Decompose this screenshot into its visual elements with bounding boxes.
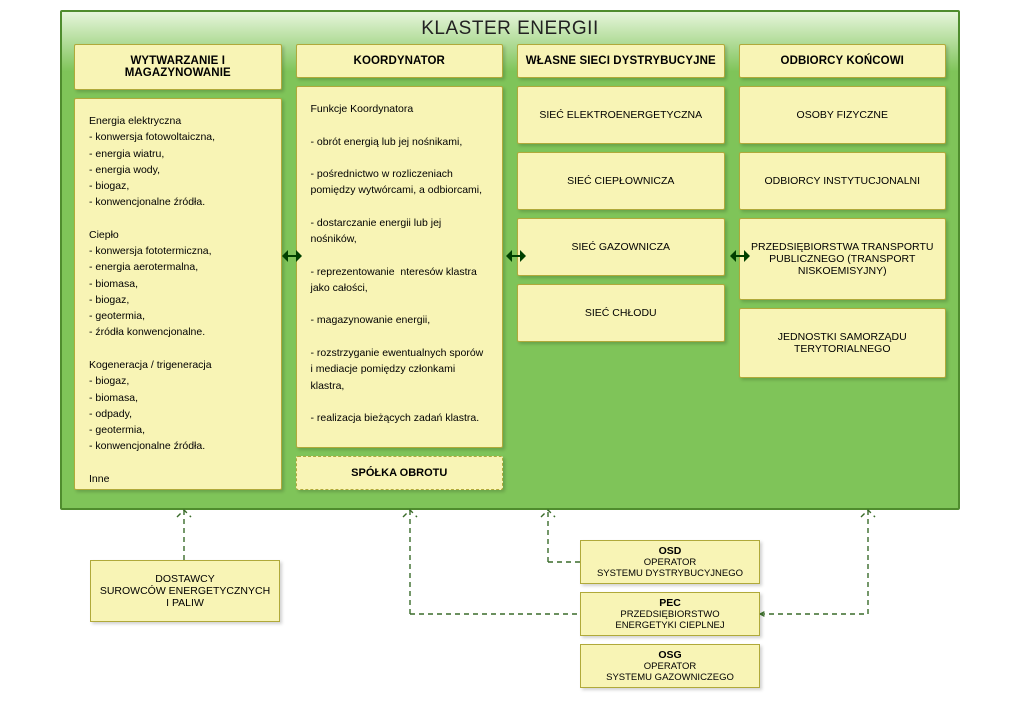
col-production: WYTWARZANIE I MAGAZYNOWANIE Energia elek… [74, 44, 282, 490]
col-coordinator-body: Funkcje Koordynatora - obrót energią lub… [296, 86, 504, 448]
ext-osd: OSD OPERATOR SYSTEMU DYSTRYBUCYJNEGO [580, 540, 760, 584]
ext-suppliers-line3: I PALIW [99, 597, 271, 609]
col-production-header: WYTWARZANIE I MAGAZYNOWANIE [74, 44, 282, 90]
ext-osg: OSG OPERATOR SYSTEMU GAZOWNICZEGO [580, 644, 760, 688]
ext-osd-sub: OPERATOR SYSTEMU DYSTRYBUCYJNEGO [589, 557, 751, 579]
dist-item-1: SIEĆ CIEPŁOWNICZA [517, 152, 725, 210]
ext-osg-sub: OPERATOR SYSTEMU GAZOWNICZEGO [589, 661, 751, 683]
col-distribution-header: WŁASNE SIECI DYSTRYBUCYJNE [517, 44, 725, 78]
ext-osd-title: OSD [589, 545, 751, 557]
ext-pec-title: PEC [589, 597, 751, 609]
cluster-title: KLASTER ENERGII [62, 12, 958, 44]
dist-item-3: SIEĆ CHŁODU [517, 284, 725, 342]
ext-suppliers: DOSTAWCY SUROWCÓW ENERGETYCZNYCH I PALIW [90, 560, 280, 622]
col-coordinator-sub: SPÓŁKA OBROTU [296, 456, 504, 490]
col-coordinator: KOORDYNATOR Funkcje Koordynatora - obrót… [296, 44, 504, 490]
ext-pec-sub: PRZEDSIĘBIORSTWO ENERGETYKI CIEPLNEJ [589, 609, 751, 631]
ext-suppliers-line2: SUROWCÓW ENERGETYCZNYCH [99, 585, 271, 597]
cons-item-0: OSOBY FIZYCZNE [739, 86, 947, 144]
cons-item-1: ODBIORCY INSTYTUCJONALNI [739, 152, 947, 210]
ext-osg-title: OSG [589, 649, 751, 661]
cons-item-2: PRZEDSIĘBIORSTWA TRANSPORTU PUBLICZNEGO … [739, 218, 947, 300]
cluster-frame: KLASTER ENERGII WYTWARZANIE I MAGAZYNOWA… [60, 10, 960, 510]
col-distribution: WŁASNE SIECI DYSTRYBUCYJNE SIEĆ ELEKTROE… [517, 44, 725, 490]
col-consumers-header: ODBIORCY KOŃCOWI [739, 44, 947, 78]
ext-pec: PEC PRZEDSIĘBIORSTWO ENERGETYKI CIEPLNEJ [580, 592, 760, 636]
col-consumers: ODBIORCY KOŃCOWI OSOBY FIZYCZNE ODBIORCY… [739, 44, 947, 490]
col-coordinator-header: KOORDYNATOR [296, 44, 504, 78]
col-production-body: Energia elektryczna - konwersja fotowolt… [74, 98, 282, 490]
dist-item-2: SIEĆ GAZOWNICZA [517, 218, 725, 276]
ext-suppliers-line1: DOSTAWCY [99, 573, 271, 585]
cons-item-3: JEDNOSTKI SAMORZĄDU TERYTORIALNEGO [739, 308, 947, 378]
dist-item-0: SIEĆ ELEKTROENERGETYCZNA [517, 86, 725, 144]
